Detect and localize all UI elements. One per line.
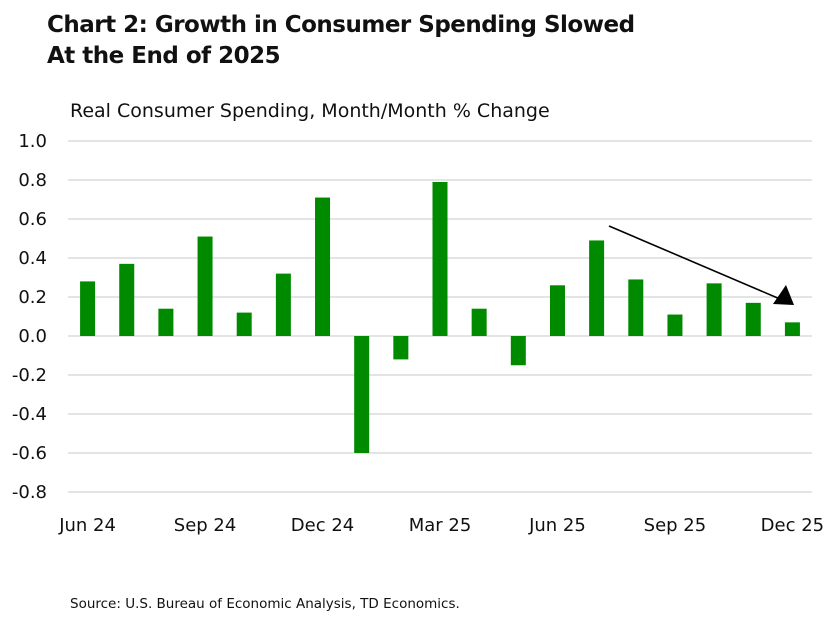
bar-nov-25 <box>745 302 761 336</box>
y-tick-label: 1.0 <box>18 131 47 152</box>
bar-nov-24 <box>275 273 291 336</box>
bar-mar-25 <box>432 181 448 336</box>
x-tick-label: Dec 24 <box>291 515 354 536</box>
y-tick-label: 0.6 <box>18 209 47 230</box>
y-tick-label: -0.8 <box>12 482 47 503</box>
bar-feb-25 <box>393 336 409 360</box>
chart-title: Chart 2: Growth in Consumer Spending Slo… <box>47 10 635 72</box>
y-tick-label: 0.2 <box>18 287 47 308</box>
bar-jan-25 <box>354 336 370 453</box>
bar-oct-24 <box>236 312 252 336</box>
y-tick-label: -0.2 <box>12 365 47 386</box>
x-tick-label: Jun 25 <box>528 515 586 536</box>
x-tick-label: Dec 25 <box>761 515 824 536</box>
trend-arrow-line <box>608 225 781 300</box>
bar-aug-24 <box>158 308 174 336</box>
x-tick-label: Mar 25 <box>409 515 472 536</box>
x-tick-label: Sep 24 <box>174 515 237 536</box>
y-axis-label: Real Consumer Spending, Month/Month % Ch… <box>70 100 550 122</box>
bar-aug-25 <box>628 279 644 336</box>
x-tick-label: Jun 24 <box>58 515 116 536</box>
bar-oct-25 <box>706 283 722 336</box>
y-tick-label: -0.6 <box>12 443 47 464</box>
y-tick-label: 0.8 <box>18 170 47 191</box>
y-tick-label: -0.4 <box>12 404 47 425</box>
bar-sep-24 <box>197 236 213 336</box>
bar-jun-24 <box>80 281 96 336</box>
bar-sep-25 <box>667 314 683 336</box>
trend-arrow-head-icon <box>773 285 794 305</box>
y-tick-label: 0.0 <box>18 326 47 347</box>
x-tick-label: Sep 25 <box>644 515 707 536</box>
bar-dec-24 <box>315 197 331 336</box>
bar-jul-24 <box>119 263 135 336</box>
bar-jul-25 <box>589 240 605 336</box>
bar-apr-25 <box>471 308 487 336</box>
title-line-2: At the End of 2025 <box>47 43 281 69</box>
bar-jun-25 <box>549 285 565 336</box>
bar-may-25 <box>510 336 526 366</box>
title-line-1: Chart 2: Growth in Consumer Spending Slo… <box>47 12 635 38</box>
source-note: Source: U.S. Bureau of Economic Analysis… <box>70 596 460 612</box>
bar-dec-25 <box>784 322 800 336</box>
y-tick-label: 0.4 <box>18 248 47 269</box>
